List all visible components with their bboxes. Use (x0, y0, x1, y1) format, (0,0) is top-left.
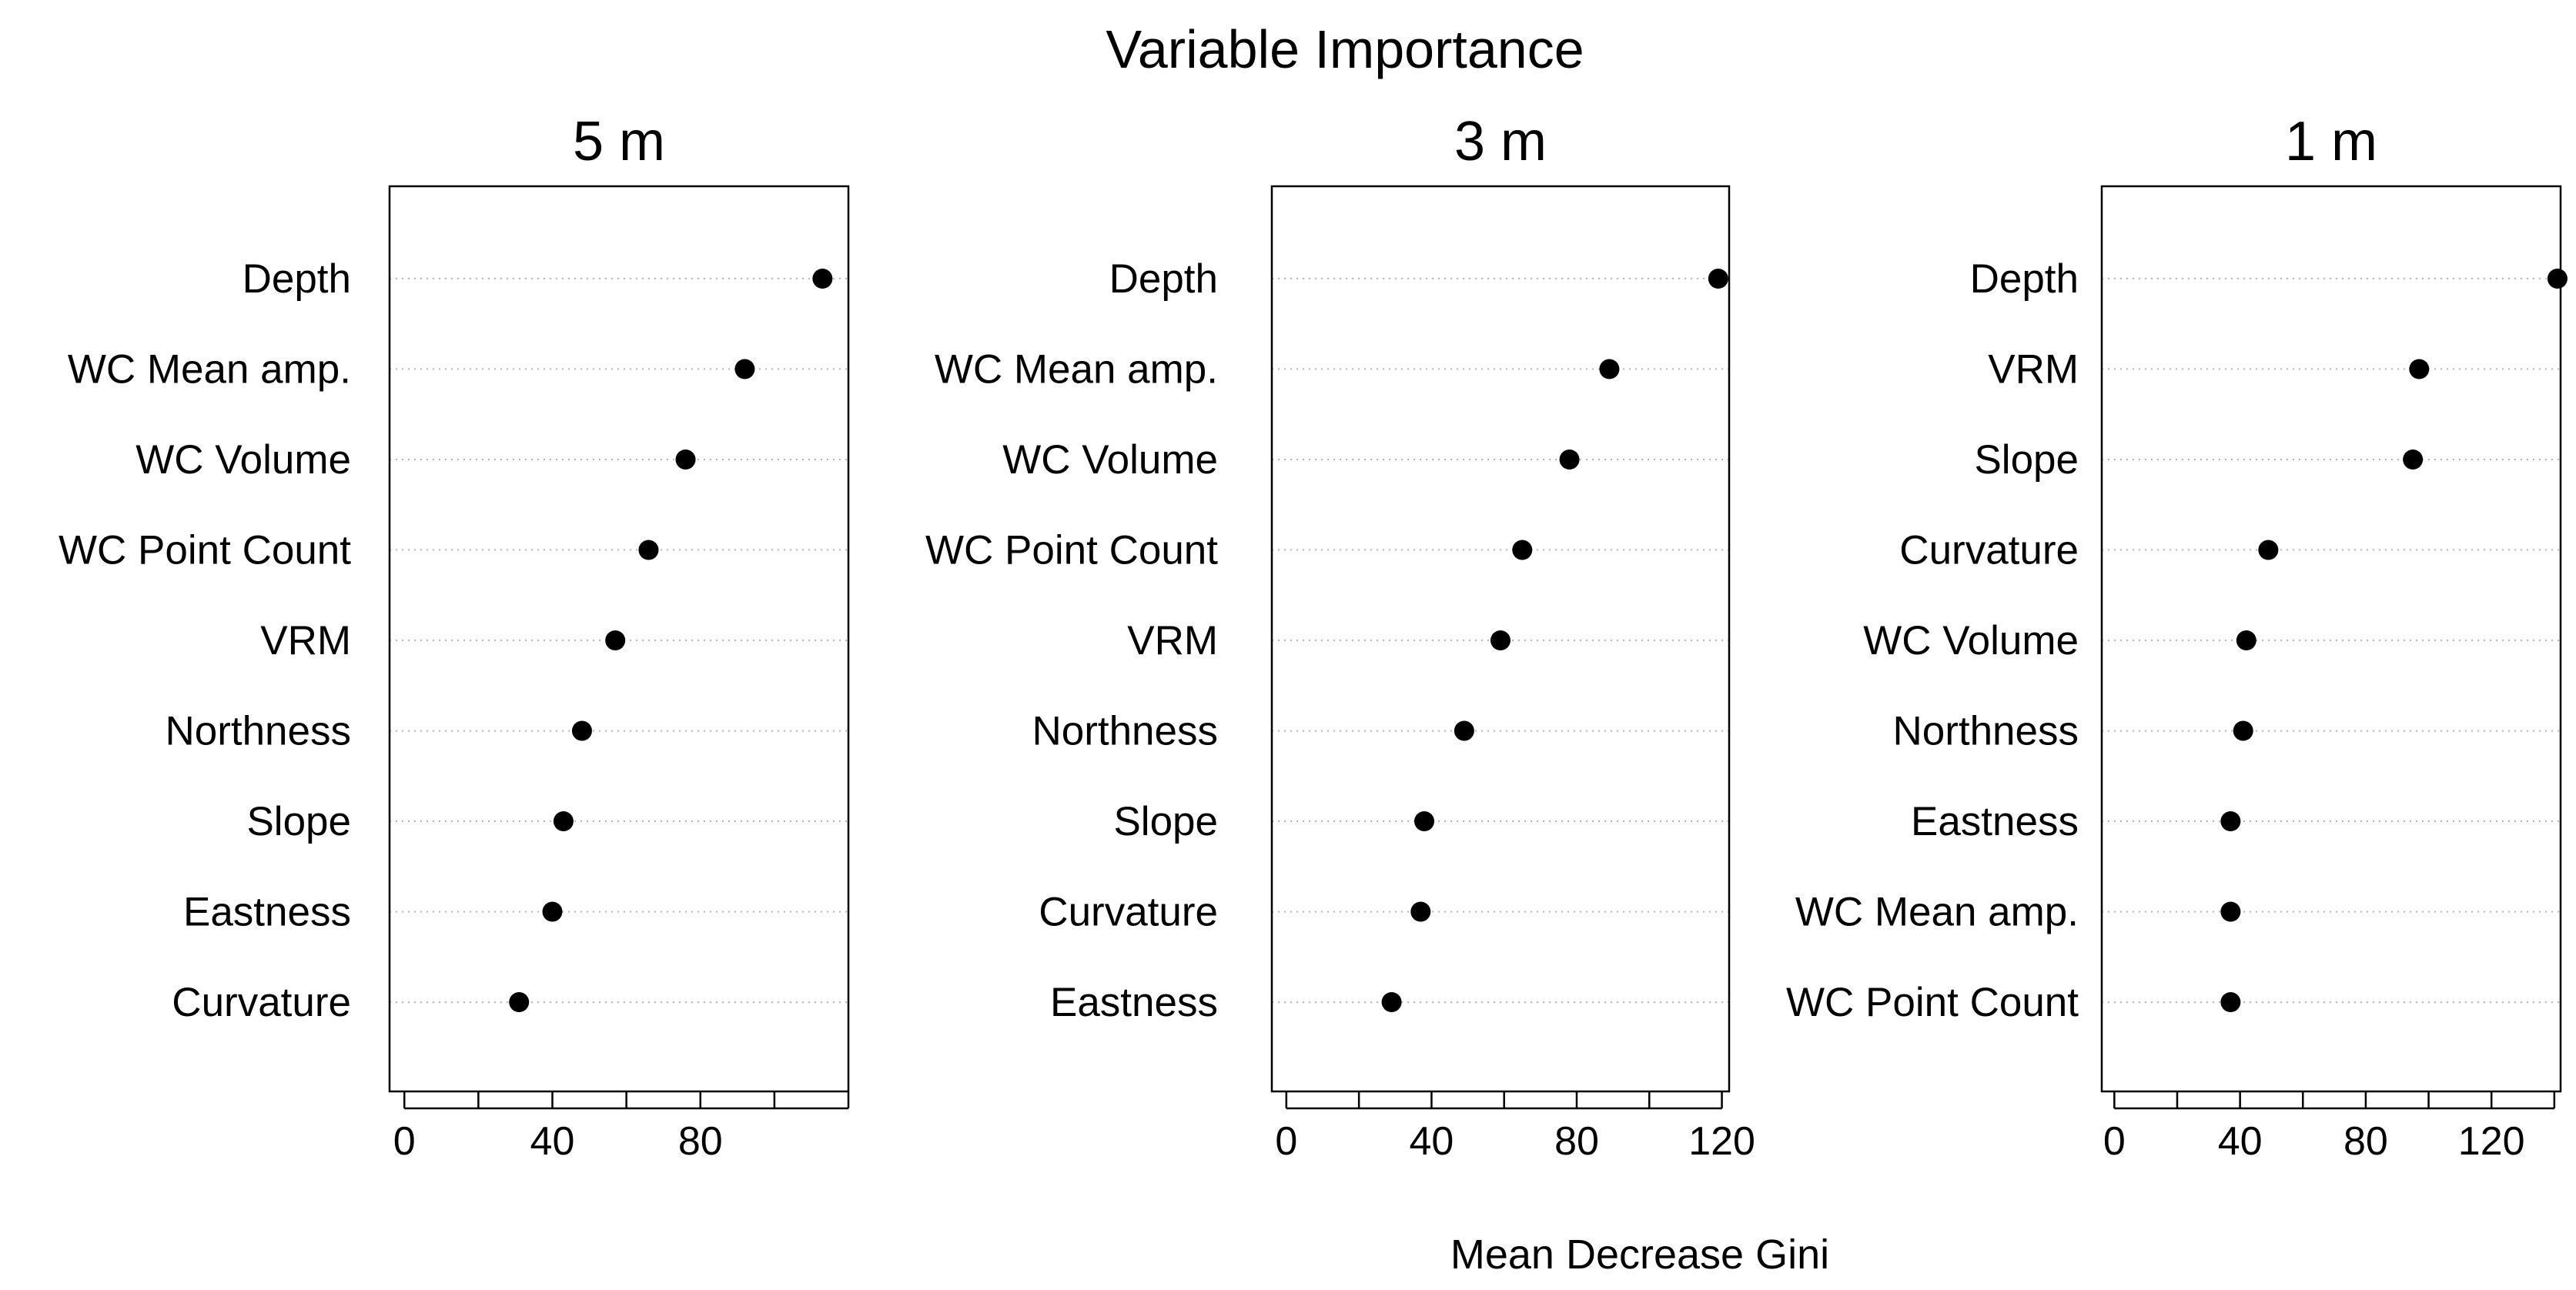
data-point (571, 720, 592, 741)
plot-frame (388, 185, 850, 1093)
category-label: WC Point Count (59, 528, 351, 573)
data-point (1599, 359, 1620, 379)
data-point (2220, 811, 2241, 831)
x-tick-label: 80 (1554, 1119, 1599, 1164)
category-label: Curvature (1039, 890, 1218, 935)
figure-title: Variable Importance (1106, 19, 1584, 79)
data-point (1512, 540, 1533, 560)
x-tick-label: 0 (2103, 1119, 2126, 1164)
data-point (1410, 901, 1431, 922)
category-label: WC Mean amp. (68, 347, 351, 393)
panel-title: 3 m (1454, 111, 1547, 172)
data-point (553, 811, 574, 831)
category-label: Depth (1109, 256, 1218, 302)
category-label: VRM (1127, 618, 1218, 663)
category-label: WC Volume (1863, 618, 2079, 663)
x-tick-label: 120 (2458, 1119, 2525, 1164)
data-point (2258, 540, 2279, 560)
category-label: Curvature (172, 980, 351, 1025)
data-point (1381, 992, 1402, 1012)
data-point (1454, 720, 1474, 741)
x-axis-label: Mean Decrease Gini (1450, 1232, 1829, 1278)
category-label: Slope (1113, 799, 1218, 844)
data-point (675, 449, 696, 470)
data-point (2233, 720, 2253, 741)
x-tick-label: 40 (2218, 1119, 2263, 1164)
category-label: Depth (1970, 256, 2079, 302)
category-label: WC Volume (1002, 437, 1218, 483)
x-tick-label: 120 (1688, 1119, 1755, 1164)
x-tick-label: 0 (1275, 1119, 1297, 1164)
category-label: WC Mean amp. (935, 347, 1218, 393)
data-point (2403, 449, 2424, 470)
data-point (1414, 811, 1434, 831)
data-point (1559, 449, 1580, 470)
category-label: WC Point Count (1786, 980, 2079, 1025)
panel-title: 1 m (2285, 111, 2377, 172)
panel-title: 5 m (573, 111, 665, 172)
category-label: Northness (1032, 709, 1218, 754)
panels: 5 m Depth WC Mean amp. WC Volume WC Point Co… (59, 111, 2568, 1164)
data-point (2236, 630, 2257, 650)
data-point (2220, 901, 2241, 922)
data-point (509, 992, 530, 1012)
data-point (2220, 992, 2241, 1012)
plot-frame (2100, 185, 2562, 1093)
x-tick-label: 40 (530, 1119, 575, 1164)
panel-1: 5 m Depth WC Mean amp. WC Volume WC Point Co… (59, 111, 850, 1164)
data-point (542, 901, 563, 922)
category-label: Curvature (1899, 528, 2079, 573)
category-label: Northness (165, 709, 351, 754)
x-tick-label: 0 (393, 1119, 416, 1164)
panel-2: 3 m Depth WC Mean amp. WC Volume WC Point Co… (925, 111, 1755, 1164)
x-tick-label: 80 (2343, 1119, 2388, 1164)
category-label: Eastness (1911, 799, 2079, 844)
category-label: Depth (243, 256, 351, 302)
category-label: WC Volume (135, 437, 351, 483)
category-label: VRM (1988, 347, 2079, 393)
category-label: VRM (260, 618, 351, 663)
data-point (1490, 630, 1510, 650)
category-label: Slope (1974, 437, 2079, 483)
data-point (638, 540, 659, 560)
x-tick-label: 40 (1410, 1119, 1454, 1164)
data-point (734, 359, 755, 379)
plot-frame (1270, 185, 1731, 1093)
category-label: Slope (246, 799, 351, 844)
category-label: Eastness (183, 890, 351, 935)
data-point (2547, 269, 2568, 289)
category-label: Northness (1892, 709, 2079, 754)
category-label: WC Point Count (925, 528, 1218, 573)
panel-3: 1 m Depth VRM Slope Curvature WC Volume Northn… (1786, 111, 2568, 1164)
data-point (2409, 359, 2430, 379)
data-point (1708, 269, 1728, 289)
data-point (812, 269, 833, 289)
category-label: WC Mean amp. (1795, 890, 2079, 935)
x-tick-label: 80 (678, 1119, 723, 1164)
data-point (605, 630, 626, 650)
category-label: Eastness (1050, 980, 1218, 1025)
